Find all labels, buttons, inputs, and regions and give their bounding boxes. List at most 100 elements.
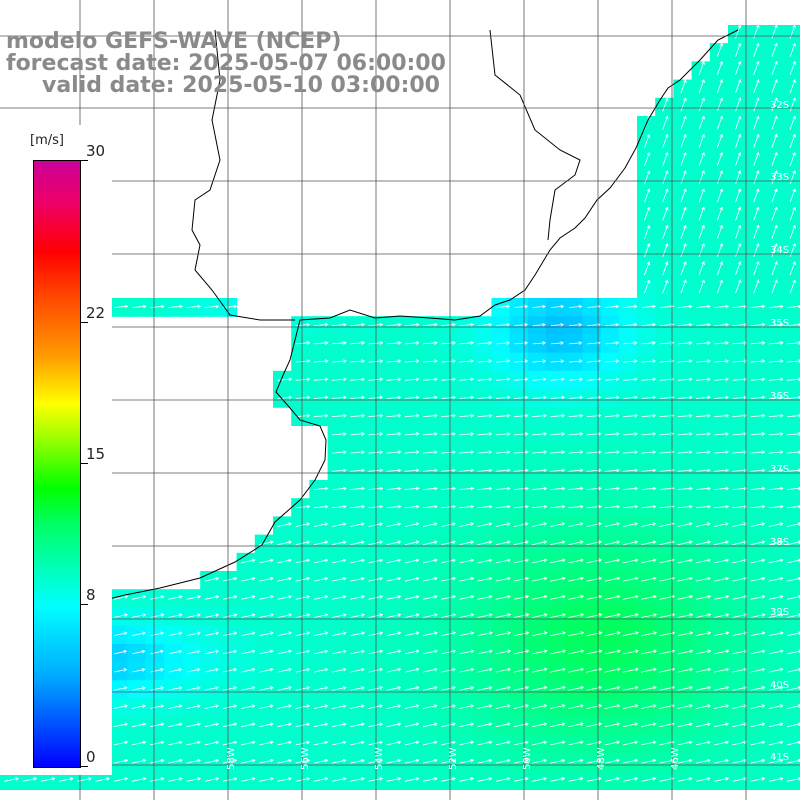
- wind-arrow: [113, 614, 128, 618]
- wind-arrow: [622, 632, 639, 637]
- wind-arrow-head: [361, 704, 365, 708]
- wind-arrow: [495, 741, 510, 746]
- wind-arrow-head: [761, 704, 766, 708]
- colorbar: [33, 160, 81, 768]
- wind-arrow-head: [725, 468, 730, 473]
- wind-arrow: [786, 451, 800, 454]
- wind-arrow-head: [524, 341, 528, 345]
- wind-arrow-head: [701, 170, 705, 174]
- wind-arrow: [662, 97, 668, 112]
- wind-arrow: [186, 632, 200, 636]
- wind-arrow: [277, 614, 292, 618]
- wind-arrow: [604, 777, 620, 782]
- wind-arrow: [350, 415, 365, 418]
- wind-arrow-head: [689, 558, 693, 563]
- wind-arrow: [350, 705, 365, 709]
- wind-arrow: [241, 596, 255, 600]
- wind-arrow-head: [719, 151, 724, 156]
- wind-arrow-head: [434, 704, 438, 708]
- wind-arrow-head: [743, 450, 748, 454]
- wind-arrow-head: [543, 685, 548, 690]
- wind-arrow-head: [452, 594, 457, 599]
- wind-arrow: [350, 614, 365, 618]
- wind-arrow: [714, 777, 729, 782]
- wind-arrow: [423, 360, 438, 363]
- wind-arrow-head: [755, 97, 760, 102]
- wind-arrow: [532, 433, 547, 436]
- wind-arrow-head: [142, 777, 147, 781]
- wind-arrow: [695, 506, 711, 509]
- wind-arrow: [659, 506, 674, 509]
- wind-arrow-head: [178, 667, 183, 672]
- wind-arrow: [223, 650, 237, 655]
- wind-arrow: [404, 469, 419, 472]
- wind-arrow-head: [688, 522, 693, 526]
- wind-arrow: [313, 632, 328, 637]
- wind-arrow: [644, 243, 650, 258]
- wind-arrow: [641, 360, 656, 363]
- wind-arrow: [622, 650, 639, 655]
- wind-arrow: [586, 613, 602, 618]
- wind-arrow-head: [306, 649, 311, 654]
- wind-arrow: [714, 668, 729, 673]
- wind-arrow-head: [379, 631, 384, 636]
- wind-arrow: [295, 559, 310, 564]
- wind-arrow: [732, 305, 747, 308]
- wind-arrow-head: [324, 649, 329, 654]
- wind-arrow-head: [689, 468, 693, 473]
- wind-arrow: [680, 97, 687, 112]
- wind-arrow-head: [616, 450, 620, 454]
- wind-arrow: [368, 541, 383, 546]
- wind-arrow-head: [598, 740, 602, 745]
- wind-arrow: [753, 134, 759, 148]
- wind-arrow-head: [470, 594, 475, 599]
- wind-arrow-head: [488, 359, 493, 364]
- wind-arrow-head: [470, 395, 475, 400]
- wind-arrow: [677, 342, 692, 345]
- wind-arrow: [789, 243, 796, 258]
- wind-arrow: [150, 687, 164, 691]
- wind-arrow: [441, 632, 456, 637]
- wind-arrow-head: [761, 667, 766, 672]
- wind-arrow: [789, 225, 796, 239]
- wind-arrow: [514, 306, 528, 308]
- wind-arrow-head: [616, 722, 621, 726]
- wind-arrow: [495, 632, 511, 637]
- wind-arrow: [550, 668, 566, 673]
- wind-arrow: [750, 396, 765, 399]
- wind-arrow-head: [707, 395, 711, 400]
- wind-arrow-head: [506, 377, 511, 382]
- wind-arrow: [513, 523, 529, 527]
- wind-arrow-head: [197, 740, 201, 745]
- wind-arrow: [222, 687, 237, 691]
- wind-arrow: [680, 134, 687, 148]
- wind-arrow: [386, 487, 401, 490]
- wind-arrow-head: [306, 413, 311, 418]
- wind-arrow-head: [379, 558, 384, 563]
- wind-arrow-head: [774, 42, 778, 47]
- wind-arrow: [168, 668, 182, 673]
- wind-arrow-head: [434, 395, 438, 400]
- wind-arrow-head: [342, 631, 347, 636]
- wind-arrow-head: [616, 776, 620, 781]
- wind-arrow: [789, 170, 796, 185]
- colorbar-tickmark: [80, 766, 88, 767]
- wind-arrow: [386, 541, 401, 546]
- wind-arrow-head: [452, 558, 456, 563]
- wind-arrow: [753, 170, 759, 185]
- wind-arrow-head: [397, 558, 402, 563]
- wind-arrow-head: [725, 304, 729, 309]
- wind-arrow-head: [361, 395, 365, 400]
- wind-arrow-head: [178, 722, 183, 727]
- wind-arrow: [568, 451, 583, 454]
- wind-arrow-head: [69, 777, 74, 781]
- wind-arrow: [568, 433, 583, 436]
- wind-arrow-head: [288, 758, 292, 763]
- wind-arrow: [513, 595, 529, 600]
- wind-arrow: [771, 79, 778, 94]
- wind-arrow: [477, 741, 492, 746]
- wind-arrow-head: [701, 115, 705, 120]
- wind-arrow-head: [324, 558, 329, 563]
- wind-arrow-head: [755, 170, 760, 174]
- wind-arrow-head: [306, 522, 311, 526]
